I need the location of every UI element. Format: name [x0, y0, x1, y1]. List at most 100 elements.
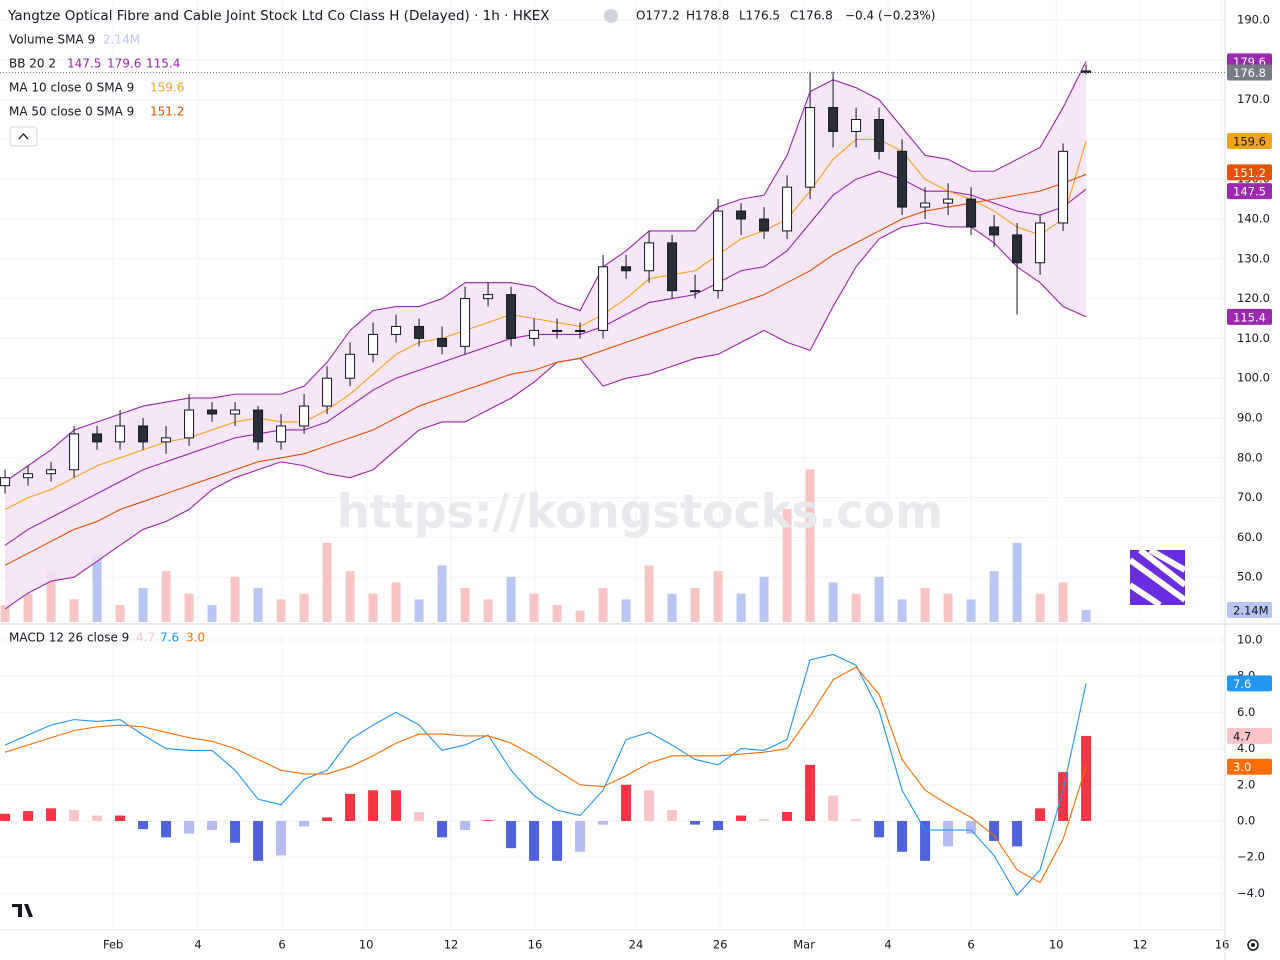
volume-bar: [115, 605, 125, 622]
y-tick-label: 6.0: [1237, 705, 1255, 719]
bb_lower-line: [4, 222, 1087, 610]
volume-bar: [230, 576, 240, 622]
candle-body: [920, 202, 931, 208]
volume-bar: [644, 565, 654, 622]
candle-body: [92, 433, 103, 443]
volume-bar: [667, 593, 677, 622]
legend-macd-hist: 4.7: [136, 631, 155, 645]
plot: [0, 61, 1092, 897]
candle-body: [368, 333, 379, 355]
legend-ma50-value: 151.2: [150, 105, 184, 119]
y-tick-label: 4.0: [1237, 741, 1255, 755]
logo-badge: [1128, 547, 1187, 608]
ohlc-close: C176.8: [790, 9, 833, 23]
candle-body: [207, 409, 218, 415]
candle-body: [230, 409, 241, 415]
candle-body: [575, 329, 586, 332]
candle-body: [115, 425, 126, 443]
histogram-bar: [759, 819, 770, 822]
signal-line: [4, 666, 1087, 884]
candle-body: [828, 107, 839, 132]
volume-bar: [69, 599, 79, 622]
candle-body: [69, 433, 80, 471]
y-tick-label: 130.0: [1237, 251, 1270, 265]
watermark: https://kongstocks.com: [337, 485, 943, 539]
histogram-bar: [851, 819, 862, 822]
y-tick-label: 120.0: [1237, 291, 1270, 305]
candle-body: [943, 198, 954, 204]
candle-body: [713, 210, 724, 292]
settings-gear[interactable]: [1247, 939, 1259, 951]
x-tick-label: 16: [1215, 938, 1230, 952]
volume-bar: [460, 588, 470, 622]
volume-bar: [0, 605, 10, 622]
histogram-bar: [322, 817, 333, 822]
y-tick-label: 190.0: [1237, 13, 1270, 27]
histogram-bar: [621, 784, 632, 822]
candle-body: [391, 325, 402, 335]
candle-body: [529, 329, 540, 339]
bb-fill: [5, 61, 1087, 610]
histogram-bar: [736, 815, 747, 822]
histogram-bar: [874, 821, 885, 838]
candle-body: [667, 242, 678, 292]
x-tick-label: 10: [1049, 938, 1064, 952]
collapse-button[interactable]: [9, 126, 38, 147]
bb-lower-badge-bg: [1227, 308, 1272, 325]
candle-body: [966, 198, 977, 228]
candle-body: [598, 266, 609, 331]
ma50-line: [4, 173, 1087, 566]
volume-bar: [966, 599, 976, 622]
ma50-badge: 151.2: [1233, 166, 1266, 180]
histogram-bar: [0, 813, 11, 822]
x-tick-label: 26: [713, 938, 728, 952]
macd-badge-bg: [1227, 675, 1272, 692]
volume-bar: [621, 599, 631, 622]
y-tick-label: 90.0: [1237, 410, 1263, 424]
ohlc-low: L176.5: [739, 9, 780, 23]
histogram-bar: [437, 821, 448, 838]
candle-body: [989, 226, 1000, 236]
candle-body: [621, 266, 632, 272]
signal-badge-bg: [1227, 758, 1272, 775]
candle-body: [46, 469, 57, 475]
volume-bar: [46, 571, 56, 622]
candle-body: [552, 329, 563, 332]
candle-body: [253, 409, 264, 443]
volume-bar: [1035, 593, 1045, 622]
volume-bar: [391, 582, 401, 622]
hist-badge-bg: [1227, 727, 1272, 744]
candle-body: [805, 107, 816, 188]
volume-bar: [552, 605, 562, 622]
volume-bar: [874, 576, 884, 622]
legend-bb-lower: 115.4: [146, 57, 180, 71]
volume-bar: [713, 571, 723, 622]
candle-body: [851, 119, 862, 132]
x-tick-label: 6: [278, 938, 285, 952]
candle-body: [0, 477, 11, 487]
y-tick-label: −4.0: [1237, 886, 1265, 900]
volume-bar: [690, 588, 700, 622]
histogram-bar: [506, 821, 517, 849]
candle-body: [874, 119, 885, 152]
candle-body: [414, 325, 425, 339]
histogram-bar: [138, 821, 149, 830]
volume-bar: [759, 576, 769, 622]
tradingview-logo[interactable]: [9, 895, 39, 925]
candle-body: [299, 405, 310, 427]
overlay: 179.6 176.8 159.6 151.2 147.5 115.4 2.14M 7.6 4.…: [0, 53, 1272, 775]
ohlc-open: O177.2: [636, 9, 680, 23]
macd-line: [4, 653, 1087, 897]
y-tick-label: 2.0: [1237, 777, 1255, 791]
last-price-badge: 176.8: [1233, 66, 1266, 80]
histogram-bar: [161, 821, 172, 838]
volume-bar: [529, 593, 539, 622]
volume-bar: [437, 565, 447, 622]
candle-body: [437, 337, 448, 347]
histogram-bar: [69, 810, 80, 822]
histogram-bar: [299, 821, 310, 827]
candle-body: [161, 437, 172, 443]
x-tick-label: 6: [967, 938, 974, 952]
legend-ma50: MA 50 close 0 SMA 9: [9, 105, 134, 119]
ohlc-change: −0.4 (−0.23%): [845, 9, 936, 23]
